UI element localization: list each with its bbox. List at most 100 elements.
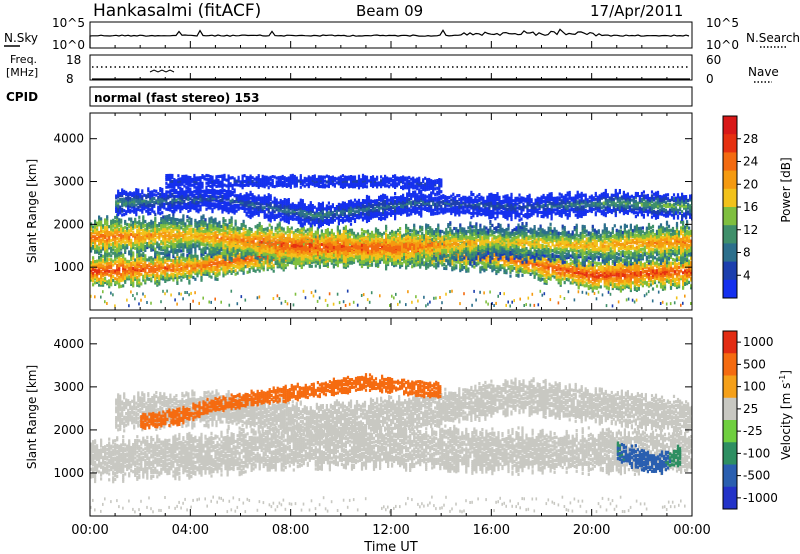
data-cell-s0-2731 <box>567 264 570 269</box>
data-cell-s0-2674 <box>557 267 560 271</box>
data-cell-s1-4817 <box>274 240 277 244</box>
beam-label: Beam 09 <box>356 2 423 20</box>
data-cell-s0-2791 <box>579 271 582 275</box>
data-cell-s0-1150 <box>292 259 295 264</box>
data-cell-s0-705 <box>216 274 219 278</box>
data-cell-s1-3835 <box>140 237 143 241</box>
data-cell-s0-2146 <box>465 258 468 262</box>
data-cell-s1-3642 <box>114 254 117 258</box>
data-cell-s0-574 <box>190 261 193 265</box>
data-cell-s1-4199 <box>188 224 191 228</box>
data-cell-s1-4413 <box>216 222 219 226</box>
data-cell-s1-4556 <box>236 251 239 255</box>
data-cell-s0-3158 <box>637 266 640 270</box>
data-cell-s0-2892 <box>597 283 600 287</box>
data-cell-s1-4392 <box>214 238 217 242</box>
data-cell-s0-2618 <box>545 258 548 262</box>
data-cell-s0-671 <box>208 255 211 259</box>
data-cell-s0-2484 <box>523 267 526 271</box>
data-cell-s0-482 <box>174 276 177 280</box>
data-cell-s1-4937 <box>290 245 293 249</box>
data-cell-s1-3617 <box>110 242 113 246</box>
data-cell-s0-424 <box>162 275 165 279</box>
data-cell-s1-4591 <box>240 226 243 230</box>
data-cell-s1-3684 <box>118 245 121 249</box>
data-cell-s0-232 <box>130 277 133 281</box>
data-cell-s0-2854 <box>591 285 594 289</box>
data-cell-s0-46 <box>98 271 101 276</box>
data-cell-s1-4186 <box>186 215 189 219</box>
data-cell-s1-3488 <box>92 235 95 239</box>
data-cell-s0-864 <box>242 258 245 262</box>
data-cell-s0-3322 <box>665 264 669 268</box>
data-cell-s0-369 <box>152 257 155 261</box>
data-cell-s0-453 <box>166 258 169 263</box>
data-cell-s1-4459 <box>224 255 227 259</box>
data-cell-s0-2116 <box>461 267 464 271</box>
data-cell-s0-151 <box>116 267 119 272</box>
data-cell-s0-2673 <box>557 271 560 275</box>
data-cell-s1-4849 <box>278 237 281 241</box>
data-cell-s0-267 <box>134 262 137 266</box>
data-cell-s1-3516 <box>96 229 99 233</box>
data-cell-s0-608 <box>196 258 199 262</box>
data-cell-s1-4836 <box>276 227 279 231</box>
data-cell-s0-2298 <box>491 265 494 269</box>
data-cell-s1-4935 <box>290 249 293 253</box>
data-cell-s1-3799 <box>136 244 139 248</box>
data-cell-s0-429 <box>162 262 165 266</box>
data-cell-s1-3523 <box>98 250 101 254</box>
data-cell-s1-4557 <box>236 249 239 253</box>
data-cell-s1-3891 <box>148 231 151 235</box>
data-cell-s0-615 <box>198 261 201 265</box>
data-cell-s0-225 <box>128 265 131 269</box>
data-cell-s1-4778 <box>268 237 271 241</box>
data-cell-s0-885 <box>246 257 249 261</box>
data-cell-s0-2904 <box>599 277 602 281</box>
data-cell-s0-2626 <box>547 269 550 273</box>
data-cell-s0-3444 <box>688 263 691 267</box>
data-cell-s1-4391 <box>214 240 217 244</box>
data-cell-s1-4487 <box>226 223 229 227</box>
data-cell-s0-2884 <box>595 279 598 283</box>
data-cell-s0-2596 <box>543 273 546 277</box>
data-cell-s1-4864 <box>280 245 283 249</box>
data-cell-s1-4206 <box>190 244 193 248</box>
data-cell-s1-4376 <box>212 235 215 240</box>
data-cell-s0-2633 <box>549 277 552 281</box>
data-cell-s0-281 <box>136 260 139 264</box>
data-cell-s0-504 <box>176 252 179 257</box>
data-cell-s0-2980 <box>611 265 614 269</box>
data-cell-s0-2629 <box>547 263 550 267</box>
data-cell-s0-8 <box>90 263 93 267</box>
data-cell-s0-265 <box>134 266 137 270</box>
data-cell-s0-768 <box>226 271 229 275</box>
data-cell-s1-4559 <box>236 245 239 249</box>
data-cell-s0-3003 <box>615 267 618 271</box>
data-cell-s0-2451 <box>517 268 520 272</box>
data-cell-s1-3788 <box>134 237 137 241</box>
data-cell-s1-3508 <box>96 250 99 254</box>
data-cell-s1-4525 <box>230 216 233 220</box>
data-cell-s0-2855 <box>591 283 594 287</box>
data-cell-s0-2859 <box>591 274 594 278</box>
data-cell-s0-341 <box>146 258 149 262</box>
data-cell-s0-129 <box>110 254 113 258</box>
data-cell-s1-3749 <box>128 238 131 242</box>
data-cell-s0-823 <box>236 271 239 275</box>
data-cell-s1-4892 <box>284 244 287 249</box>
data-cell-s1-3550 <box>100 225 103 229</box>
data-cell-s1-3744 <box>126 222 129 227</box>
data-cell-s1-4400 <box>214 219 217 223</box>
noise-right-tick-top: 10^5 <box>706 16 739 30</box>
data-cell-s0-2518 <box>529 261 532 265</box>
data-cell-s0-1139 <box>288 244 291 248</box>
data-cell-s0-169 <box>118 260 121 264</box>
data-cell-s0-1897 <box>423 245 426 249</box>
data-cell-s0-2961 <box>609 280 612 285</box>
data-cell-s0-3061 <box>623 268 626 272</box>
data-cell-s0-515 <box>180 278 183 282</box>
data-cell-s0-3058 <box>623 274 626 278</box>
data-cell-s0-2911 <box>601 277 604 281</box>
data-cell-s1-3871 <box>144 227 147 231</box>
